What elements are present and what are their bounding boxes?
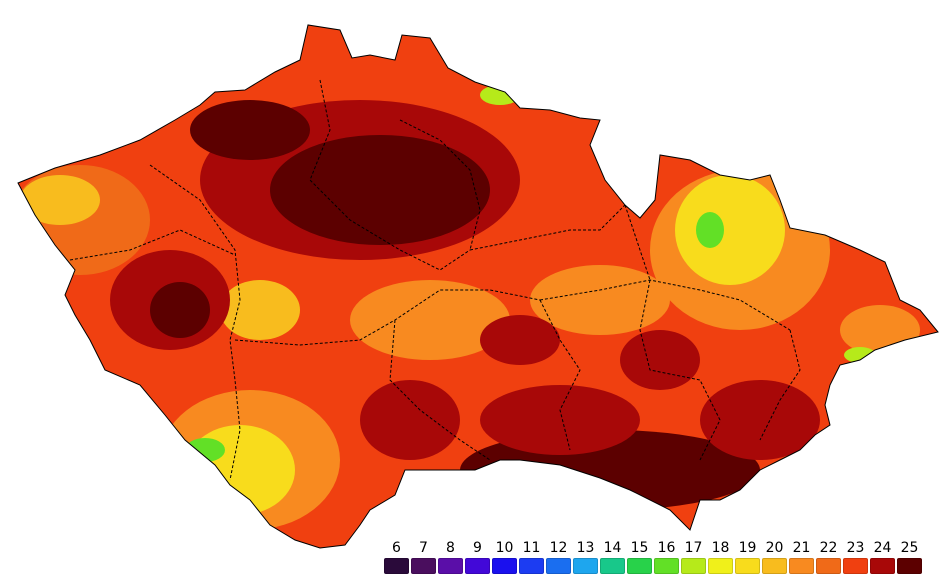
legend-swatch (411, 558, 436, 574)
legend-swatch (492, 558, 517, 574)
legend-swatch (789, 558, 814, 574)
legend-swatch (573, 558, 598, 574)
legend-swatch (600, 558, 625, 574)
legend-label: 15 (630, 540, 649, 556)
legend-swatch (897, 558, 922, 574)
legend-label: 19 (738, 540, 757, 556)
legend-label: 14 (603, 540, 622, 556)
legend-swatch (816, 558, 841, 574)
legend-label: 6 (392, 540, 401, 556)
legend-label: 10 (495, 540, 514, 556)
legend-label: 13 (576, 540, 595, 556)
legend-swatch (438, 558, 463, 574)
legend-swatch (627, 558, 652, 574)
legend-label: 25 (900, 540, 919, 556)
legend-swatch (519, 558, 544, 574)
temperature-legend: 6 7 8 9 10 11 12 13 14 15 16 17 18 19 20 21 22 23 24 25 (384, 540, 946, 576)
country-border (17, 24, 939, 549)
legend-label: 21 (792, 540, 811, 556)
legend-label: 18 (711, 540, 730, 556)
legend-swatch (708, 558, 733, 574)
legend-swatch (762, 558, 787, 574)
legend-swatches (384, 558, 946, 574)
legend-label: 16 (657, 540, 676, 556)
legend-label: 8 (446, 540, 455, 556)
legend-swatch (681, 558, 706, 574)
legend-swatch (384, 558, 409, 574)
legend-labels: 6 7 8 9 10 11 12 13 14 15 16 17 18 19 20 21 22 23 24 25 (384, 540, 946, 556)
legend-label: 22 (819, 540, 838, 556)
legend-label: 17 (684, 540, 703, 556)
legend-swatch (546, 558, 571, 574)
legend-label: 9 (473, 540, 482, 556)
legend-label: 11 (522, 540, 541, 556)
legend-label: 24 (873, 540, 892, 556)
legend-label: 23 (846, 540, 865, 556)
legend-swatch (654, 558, 679, 574)
legend-label: 7 (419, 540, 428, 556)
legend-swatch (735, 558, 760, 574)
region-borders (69, 79, 801, 481)
legend-swatch (843, 558, 868, 574)
legend-label: 12 (549, 540, 568, 556)
legend-swatch (465, 558, 490, 574)
legend-swatch (870, 558, 895, 574)
legend-label: 20 (765, 540, 784, 556)
